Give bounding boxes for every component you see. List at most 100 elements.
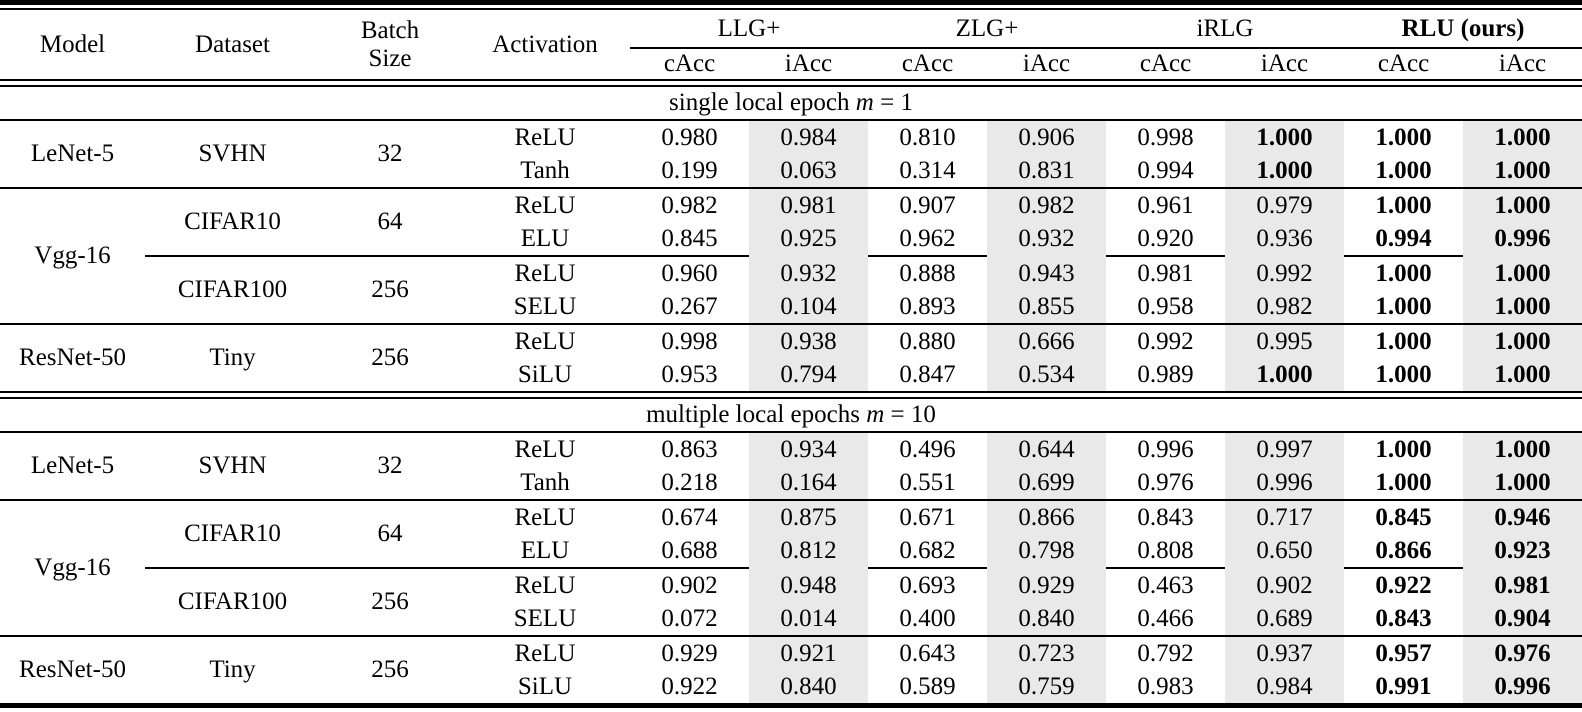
rule	[0, 187, 1582, 189]
table-row: Vgg-16 CIFAR10 64 ReLU 0.674 0.875 0.671 0.866 0…	[0, 501, 1582, 581]
partial-rule-row	[0, 255, 1582, 257]
rule	[0, 499, 1582, 501]
metric-cell: 0.812	[749, 534, 868, 567]
metric-cell: 1.000	[1463, 358, 1582, 391]
batch-size-cell: 64	[377, 208, 403, 235]
header-row-subcols: cAcc iAcc cAcc iAcc cAcc iAcc cAcc iAcc	[0, 48, 1582, 79]
metric-cell: 0.792	[1137, 639, 1194, 667]
column-header-dataset: Dataset	[195, 31, 270, 58]
metric-cell: 0.948	[749, 569, 868, 602]
metric-cell: 0.906	[987, 121, 1106, 154]
metric-cell: 0.267	[661, 292, 718, 320]
metric-cell: 0.314	[899, 156, 956, 184]
metric-cell: 0.463	[1137, 571, 1194, 599]
metric-cell: 1.000	[1375, 327, 1432, 355]
metric-cell: 0.938	[749, 325, 868, 358]
metric-cell: 1.000	[1375, 156, 1432, 184]
metric-cell: 0.976	[1463, 637, 1582, 670]
metric-cell: 0.902	[661, 571, 718, 599]
metric-cell: 0.866	[1375, 536, 1432, 564]
metric-cell: 0.936	[1225, 222, 1344, 255]
batch-size-cell: 256	[371, 656, 409, 683]
batch-size-cell: 32	[377, 140, 403, 167]
metric-cell: 0.400	[899, 604, 956, 632]
metric-cell: 0.072	[661, 604, 718, 632]
metric-cell: 0.929	[987, 569, 1106, 602]
subcol-header-iacc: iAcc	[1498, 50, 1547, 77]
table-row: CIFAR100 256 ReLU 0.902 0.948 0.693 0.929 0.463…	[0, 569, 1582, 615]
metric-cell: 0.534	[987, 358, 1106, 391]
metric-cell: 0.981	[749, 189, 868, 222]
metric-cell: 0.551	[899, 468, 956, 496]
section-title: single local epoch m = 1	[0, 87, 1582, 119]
activation-cell: ReLU	[514, 639, 576, 667]
metric-cell: 0.922	[661, 672, 718, 700]
section-title-var: m	[866, 401, 885, 428]
metric-cell: 0.922	[1375, 571, 1432, 599]
dataset-cell: Tiny	[209, 656, 256, 683]
rule	[1344, 255, 1463, 257]
metric-cell: 0.650	[1225, 534, 1344, 567]
metric-cell: 0.961	[1137, 191, 1194, 219]
metric-cell: 0.937	[1225, 637, 1344, 670]
metric-cell: 1.000	[1375, 259, 1432, 287]
metric-cell: 0.904	[1463, 602, 1582, 635]
rule	[0, 431, 1582, 433]
metric-cell: 0.998	[1137, 123, 1194, 151]
metric-cell: 1.000	[1463, 325, 1582, 358]
single-rule-row	[0, 431, 1582, 433]
group-header-llg: LLG+	[630, 11, 868, 49]
subcol-header-iacc: iAcc	[1022, 50, 1071, 77]
table-row: ELU 0.688 0.812 0.682 0.798 0.808 0.650 0.866 0.…	[0, 534, 1582, 567]
metric-cell: 0.845	[661, 224, 718, 252]
double-rule-row	[0, 391, 1582, 399]
rule	[0, 703, 1582, 709]
metric-cell: 0.958	[1137, 292, 1194, 320]
activation-cell: Tanh	[520, 156, 570, 184]
metric-cell: 1.000	[1375, 191, 1432, 219]
rule	[868, 567, 987, 569]
activation-cell: ReLU	[514, 191, 576, 219]
metric-cell: 0.981	[1137, 259, 1194, 287]
metric-cell: 0.666	[987, 325, 1106, 358]
rule	[0, 323, 1582, 325]
rule	[1225, 567, 1344, 569]
metric-cell: 1.000	[1463, 121, 1582, 154]
metric-cell: 0.164	[749, 466, 868, 499]
metric-cell: 0.984	[1225, 670, 1344, 703]
metric-cell: 0.996	[1463, 222, 1582, 255]
rule	[987, 255, 1106, 257]
metric-cell: 0.981	[1463, 569, 1582, 602]
metric-cell: 0.992	[1137, 327, 1194, 355]
section-title-eq: = 10	[884, 401, 936, 428]
metric-cell: 0.962	[899, 224, 956, 252]
rule	[1463, 255, 1582, 257]
rule	[320, 567, 460, 569]
metric-cell: 0.943	[987, 257, 1106, 290]
metric-cell: 1.000	[1375, 292, 1432, 320]
group-header-zlg: ZLG+	[868, 11, 1106, 49]
metric-cell: 0.199	[661, 156, 718, 184]
single-rule-row	[0, 499, 1582, 501]
table-row: Tanh 0.199 0.063 0.314 0.831 0.994 1.000 1.000 1…	[0, 154, 1582, 187]
metric-cell: 1.000	[1463, 433, 1582, 466]
metric-cell: 0.875	[749, 501, 868, 534]
metric-cell: 0.983	[1137, 672, 1194, 700]
metric-cell: 0.991	[1375, 672, 1432, 700]
activation-cell: ReLU	[514, 571, 576, 599]
metric-cell: 1.000	[1225, 121, 1344, 154]
activation-cell: ELU	[520, 536, 570, 564]
model-cell: ResNet-50	[19, 656, 126, 683]
metric-cell: 0.644	[987, 433, 1106, 466]
metric-cell: 0.466	[1137, 604, 1194, 632]
metric-cell: 0.907	[899, 191, 956, 219]
metric-cell: 0.798	[987, 534, 1106, 567]
metric-cell: 0.717	[1225, 501, 1344, 534]
table-row: Vgg-16 CIFAR10 64 ReLU 0.982 0.981 0.907 0.982 0…	[0, 189, 1582, 269]
metric-cell: 1.000	[1225, 154, 1344, 187]
activation-cell: ReLU	[514, 435, 576, 463]
double-rule-row	[0, 79, 1582, 87]
metric-cell: 0.693	[899, 571, 956, 599]
column-header-batch-size: Batch Size	[320, 11, 460, 79]
metric-cell: 0.699	[987, 466, 1106, 499]
